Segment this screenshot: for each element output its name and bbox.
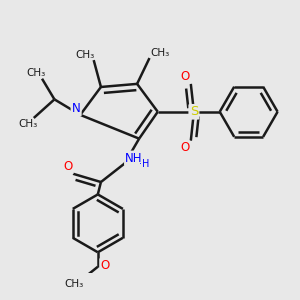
- Text: CH₃: CH₃: [18, 119, 37, 129]
- Text: O: O: [100, 259, 110, 272]
- Text: ·H: ·H: [139, 160, 149, 170]
- Text: CH₃: CH₃: [64, 279, 84, 289]
- Text: S: S: [190, 105, 198, 118]
- Text: CH₃: CH₃: [76, 50, 95, 60]
- Text: NH: NH: [125, 152, 143, 165]
- Text: O: O: [63, 160, 73, 173]
- Text: O: O: [180, 70, 189, 83]
- Text: CH₃: CH₃: [26, 68, 46, 77]
- Text: O: O: [180, 141, 189, 154]
- Text: CH₃: CH₃: [150, 48, 170, 58]
- Text: N: N: [72, 102, 80, 115]
